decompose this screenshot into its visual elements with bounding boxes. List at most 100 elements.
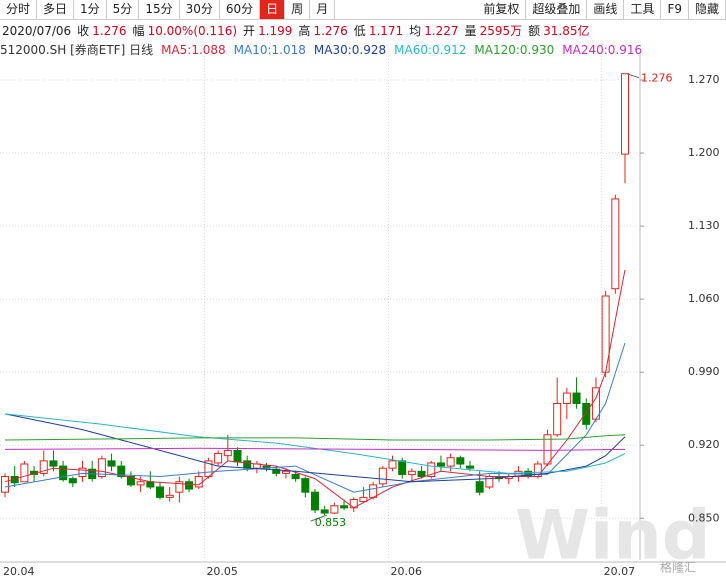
info-label: 均 [409, 24, 422, 38]
legend-entry: MA5:1.088 [161, 43, 226, 57]
x-tick-label: 20.06 [391, 565, 423, 578]
candle-body [1, 476, 9, 493]
candle-body [340, 505, 349, 509]
info-value: 1.276 [92, 24, 127, 38]
annotation-leader [626, 73, 640, 79]
candle-body [49, 460, 58, 467]
x-tick-label: 20.07 [604, 565, 636, 578]
tool-button[interactable]: 工具 [624, 0, 662, 19]
candle-body [281, 470, 290, 474]
candle-body [388, 460, 397, 469]
tool-button[interactable]: 画线 [587, 0, 625, 19]
candle-body [369, 484, 378, 498]
ma-line [4, 413, 626, 483]
legend-entry: MA240:0.916 [562, 43, 643, 57]
x-tick-label: 20.04 [3, 565, 35, 578]
candle-body [407, 470, 416, 475]
period-tab[interactable]: 多日 [37, 0, 75, 19]
tool-button[interactable]: 隐藏 [689, 0, 726, 19]
tool-button[interactable]: 超级叠加 [526, 0, 588, 19]
candle-body [572, 392, 581, 404]
ma-line [4, 413, 626, 474]
candle-body [126, 476, 135, 486]
toolbar: 分时 多日 1分 5分 15分 30分 60分日周月 前复权 超级叠加 画线 工具 F9 隐藏 [0, 0, 726, 20]
y-tick-label: 0.920 [688, 438, 720, 451]
annotation-leader [310, 514, 327, 522]
candle-body [146, 481, 155, 488]
candle-body [330, 505, 339, 514]
period-tab[interactable]: 分时 [0, 0, 38, 19]
candle-body [553, 402, 562, 436]
candle-body [562, 392, 571, 404]
candle-body [272, 468, 281, 474]
candle-body [107, 460, 116, 467]
candle-body [233, 449, 242, 463]
info-value: 2595万 [479, 24, 523, 38]
candle-body [136, 481, 145, 486]
candle-body [446, 457, 455, 467]
candle-body [320, 509, 329, 514]
candle-body [39, 460, 48, 474]
candle-body [359, 496, 368, 503]
candle-body [378, 467, 387, 485]
legend-entry: MA60:0.912 [394, 43, 467, 57]
period-tab[interactable]: 15分 [139, 0, 180, 19]
candle-body [223, 449, 232, 457]
y-tick-label: 1.060 [688, 292, 720, 305]
y-tick-label: 1.130 [688, 219, 720, 232]
candle-body [156, 486, 164, 498]
period-tab[interactable]: 日 [260, 0, 286, 19]
candle-body [97, 458, 106, 478]
period-tab[interactable]: 周 [285, 0, 311, 19]
period-tab[interactable]: 月 [310, 0, 336, 19]
period-tab[interactable]: 5分 [107, 0, 140, 19]
candle-body [165, 494, 174, 498]
period-tab[interactable]: 1分 [74, 0, 107, 19]
tool-button[interactable]: F9 [661, 0, 689, 19]
legend-entry: MA10:1.018 [233, 43, 306, 57]
candle-body [20, 463, 29, 483]
candle-body [398, 460, 407, 475]
ma-line [4, 434, 626, 441]
info-label: 低 [353, 24, 366, 38]
candle-body [301, 478, 310, 493]
candle-body [78, 467, 87, 478]
info-value: 1.199 [258, 24, 293, 38]
candle-body [417, 470, 426, 478]
legend-entry: MA30:0.928 [313, 43, 387, 57]
candle-body [436, 462, 445, 467]
ma-line [4, 447, 626, 451]
period-tab[interactable]: 60分 [220, 0, 261, 19]
info-value: 31.85亿 [543, 24, 590, 38]
info-label: 高 [298, 24, 311, 38]
ma-line [4, 269, 626, 509]
candle-body [582, 402, 591, 425]
y-tick-label: 0.990 [688, 365, 720, 378]
candle-body [68, 478, 77, 484]
info-label: 额 [528, 24, 541, 38]
annotation: 0.853 [315, 516, 347, 529]
info-value: 1.227 [424, 24, 459, 38]
annotation: 1.276 [641, 72, 673, 85]
candle-body [59, 465, 68, 481]
candle-body [185, 481, 194, 490]
info-value: 1.171 [368, 24, 404, 38]
info-value: 1.276 [313, 24, 348, 38]
quote-info: 2020/07/06 收 1.276 幅 10.00%(0.116) 开 1.199 高 1.2… [2, 22, 595, 39]
info-value: 10.00%(0.116) [147, 24, 238, 38]
y-tick-label: 1.200 [688, 146, 720, 159]
legend-entry: MA120:0.930 [474, 43, 555, 57]
tool-button[interactable]: 前复权 [477, 0, 527, 19]
period-tab[interactable]: 30分 [180, 0, 220, 19]
y-tick-label: 0.850 [688, 511, 720, 524]
candle-body [611, 198, 620, 290]
candle-body [427, 462, 436, 478]
candle-body [621, 73, 629, 155]
candle-body [311, 491, 319, 511]
logo: 格隆汇 [660, 560, 696, 575]
ma-line [4, 342, 626, 493]
date: 2020/07/06 [2, 24, 72, 38]
ma-legend: 512000.SH [券商ETF] 日线 MA5:1.088 MA10:1.018 M… [0, 41, 650, 58]
